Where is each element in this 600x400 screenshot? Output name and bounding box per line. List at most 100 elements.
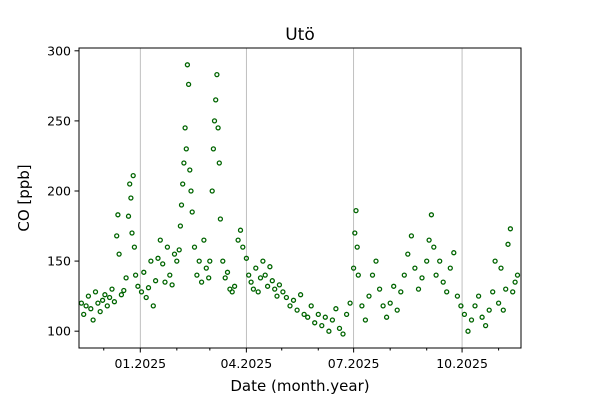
data-point <box>88 306 94 312</box>
data-point <box>472 303 478 309</box>
data-point <box>231 283 238 289</box>
data-point <box>419 275 425 281</box>
data-point <box>354 244 360 250</box>
data-point <box>257 275 264 281</box>
data-point <box>217 216 224 222</box>
data-point <box>415 286 422 292</box>
x-axis-label: Date (month.year) <box>230 377 369 395</box>
data-point <box>495 300 502 306</box>
data-point <box>128 195 134 201</box>
data-point <box>95 300 101 306</box>
data-point <box>160 261 166 267</box>
data-point <box>500 307 506 313</box>
x-tick-label: 04.2025 <box>221 356 273 371</box>
data-point <box>283 294 290 301</box>
data-point <box>78 300 85 306</box>
data-point <box>184 62 191 68</box>
data-point <box>352 230 358 236</box>
data-point <box>176 247 182 253</box>
data-point <box>243 255 250 261</box>
data-point <box>347 300 353 306</box>
data-point <box>207 258 213 264</box>
data-point <box>115 212 121 218</box>
data-point <box>366 293 372 299</box>
data-point <box>444 289 450 295</box>
data-point <box>326 328 332 334</box>
data-point <box>458 303 464 309</box>
data-point <box>369 272 376 278</box>
data-point <box>510 289 516 295</box>
data-point <box>174 258 180 264</box>
data-point <box>178 202 185 208</box>
data-point <box>340 331 346 337</box>
data-point <box>206 275 212 281</box>
data-point <box>475 293 482 299</box>
data-point <box>191 244 198 250</box>
data-point <box>315 311 321 318</box>
data-point <box>362 317 369 323</box>
chart-title: Utö <box>285 25 315 45</box>
x-tick-label: 10.2025 <box>436 356 488 371</box>
data-point <box>182 125 188 131</box>
data-point <box>125 213 132 219</box>
data-point <box>514 272 521 278</box>
data-point <box>269 278 275 284</box>
data-point <box>287 303 293 309</box>
data-point <box>272 286 278 292</box>
data-point <box>129 230 135 236</box>
data-point <box>280 289 286 295</box>
data-point <box>260 258 266 264</box>
data-point <box>479 314 485 320</box>
data-point <box>240 244 246 250</box>
data-point <box>301 311 307 318</box>
data-point <box>264 283 271 289</box>
data-point <box>143 294 149 301</box>
data-point <box>121 287 127 294</box>
data-point <box>132 272 139 278</box>
data-point <box>355 272 361 278</box>
data-point <box>447 265 453 271</box>
data-point <box>350 265 357 271</box>
data-point <box>468 317 475 323</box>
plot-frame <box>78 47 522 349</box>
data-point <box>104 303 110 309</box>
data-point <box>203 265 209 271</box>
y-axis-label: CO [ppb] <box>15 164 33 231</box>
data-point <box>155 255 161 261</box>
data-point <box>380 303 386 309</box>
data-point <box>152 278 159 284</box>
data-point <box>106 294 113 301</box>
y-tick-label: 200 <box>47 183 71 198</box>
data-point <box>490 289 496 295</box>
data-point <box>383 314 390 320</box>
data-point <box>507 226 514 232</box>
data-point <box>290 297 297 303</box>
data-point <box>148 258 154 264</box>
data-point <box>465 328 471 334</box>
data-point <box>123 275 129 281</box>
data-point <box>437 258 443 264</box>
data-point <box>189 209 195 215</box>
data-point <box>253 265 259 271</box>
data-point <box>343 311 350 318</box>
data-point <box>229 289 235 295</box>
data-point <box>391 283 397 289</box>
data-point <box>194 272 200 278</box>
data-point <box>127 181 133 187</box>
y-axis: 100 150 200 250 300 <box>47 43 79 339</box>
data-point <box>433 272 439 278</box>
data-point <box>171 251 178 257</box>
data-point <box>454 293 461 299</box>
data-point <box>169 282 175 288</box>
data-point <box>405 251 411 257</box>
data-point <box>440 279 446 285</box>
data-point <box>276 282 283 288</box>
data-point <box>162 279 168 285</box>
data-point <box>183 146 189 152</box>
data-point <box>359 303 365 309</box>
y-tick-label: 100 <box>47 324 71 339</box>
data-point <box>213 97 219 103</box>
data-point <box>312 320 318 326</box>
data-point <box>353 207 359 214</box>
data-point <box>188 188 194 194</box>
